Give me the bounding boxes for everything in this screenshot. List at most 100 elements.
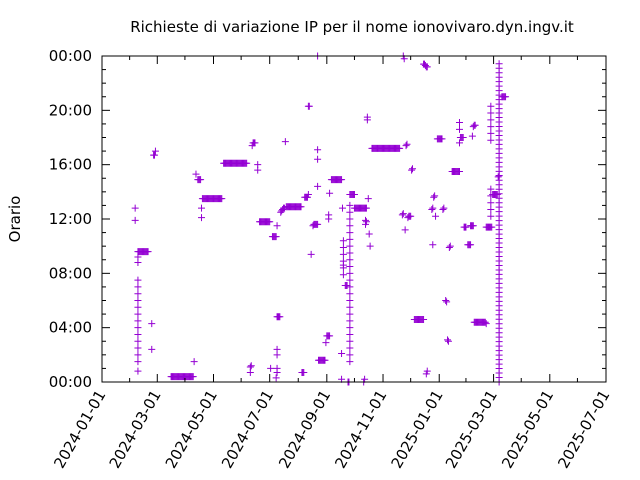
data-point	[134, 317, 142, 325]
data-point	[444, 336, 452, 344]
y-tick-label: 20:00	[49, 101, 92, 119]
data-point	[481, 318, 489, 326]
data-point	[134, 367, 142, 375]
data-point	[468, 132, 476, 140]
data-point	[305, 102, 313, 110]
data-point	[346, 269, 354, 277]
data-point	[346, 235, 354, 243]
data-point	[246, 368, 254, 376]
data-point	[148, 345, 156, 353]
data-point	[346, 263, 354, 271]
data-point	[346, 324, 354, 332]
y-tick-label: 00:00	[49, 373, 92, 391]
data-point	[134, 310, 142, 318]
data-point	[346, 242, 354, 250]
data-point	[144, 248, 152, 256]
data-point	[494, 173, 502, 181]
data-point	[362, 204, 370, 212]
y-tick-label: 04:00	[49, 319, 92, 337]
data-point	[134, 324, 142, 332]
data-point	[399, 210, 407, 218]
data-point	[362, 218, 370, 226]
data-point	[455, 167, 463, 175]
data-point	[407, 212, 415, 220]
data-point	[198, 204, 206, 212]
data-point	[134, 290, 142, 298]
data-point	[346, 256, 354, 264]
data-point	[346, 351, 354, 359]
data-point	[366, 242, 374, 250]
data-point	[443, 298, 451, 306]
data-point	[442, 297, 450, 304]
data-point	[339, 250, 347, 258]
data-point	[346, 276, 354, 284]
data-point	[471, 121, 479, 129]
data-point	[151, 147, 159, 155]
data-point	[487, 102, 495, 110]
data-point	[151, 151, 159, 159]
data-point	[321, 356, 329, 364]
data-point	[431, 192, 439, 200]
data-point	[189, 373, 197, 381]
data-point	[439, 205, 447, 213]
data-point	[326, 189, 334, 197]
data-point	[420, 316, 428, 324]
data-point	[469, 222, 477, 230]
data-point	[346, 303, 354, 311]
data-point	[134, 303, 142, 311]
data-point	[487, 116, 495, 124]
data-point	[346, 317, 354, 325]
data-point	[401, 226, 409, 234]
data-point	[495, 60, 503, 68]
data-point	[314, 220, 322, 228]
data-point	[338, 349, 346, 357]
data-point	[455, 125, 463, 133]
data-point	[251, 139, 259, 147]
data-point	[396, 144, 404, 152]
points-layer	[131, 52, 510, 386]
data-point	[429, 241, 437, 249]
data-point	[487, 123, 495, 131]
data-point	[197, 176, 205, 184]
data-point	[267, 364, 275, 372]
data-point	[432, 212, 440, 220]
data-point	[487, 212, 495, 220]
data-point	[190, 358, 198, 366]
data-point	[322, 339, 330, 347]
data-point	[134, 358, 142, 366]
data-point	[365, 230, 373, 238]
data-point	[467, 241, 475, 249]
data-point	[300, 368, 308, 376]
data-point	[444, 337, 452, 345]
y-axis-label: Orario	[6, 196, 24, 243]
data-point	[438, 135, 446, 143]
data-point	[423, 63, 431, 71]
data-point	[446, 242, 454, 250]
data-point	[339, 261, 347, 269]
data-point	[297, 203, 305, 211]
data-point	[281, 138, 289, 146]
data-point	[272, 374, 280, 382]
data-point	[339, 244, 347, 252]
data-point	[428, 205, 436, 213]
data-point	[134, 297, 142, 304]
data-point	[346, 201, 354, 209]
data-point	[502, 93, 510, 101]
data-point	[192, 170, 200, 178]
data-point	[338, 176, 346, 184]
data-point	[243, 159, 251, 167]
y-tick-label: 00:00	[49, 47, 92, 65]
y-tick-label: 16:00	[49, 156, 92, 174]
y-tick-label: 08:00	[49, 264, 92, 282]
data-point	[346, 330, 354, 338]
data-point	[273, 222, 281, 230]
data-point	[398, 211, 406, 219]
data-point	[487, 136, 495, 144]
data-point	[487, 185, 495, 193]
data-point	[338, 204, 346, 212]
data-point	[346, 283, 354, 291]
data-point	[346, 344, 354, 352]
data-point	[409, 165, 417, 173]
data-point	[276, 313, 284, 321]
